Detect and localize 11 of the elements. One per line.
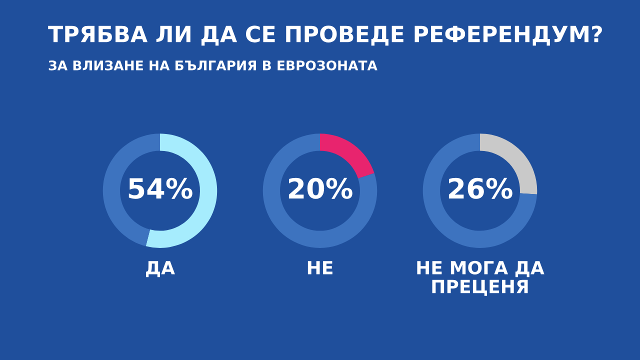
chart-subtitle: ЗА ВЛИЗАНЕ НА БЪЛГАРИЯ В ЕВРОЗОНАТА	[48, 60, 378, 70]
donut-slice	[262, 134, 378, 248]
donut-slice	[320, 134, 374, 178]
text: НЕ	[308, 261, 332, 274]
text: ТРЯБВА ЛИ ДА СЕ ПРОВЕДЕ РЕФЕРЕНДУМ?	[48, 26, 602, 46]
data-label: 54%	[128, 178, 192, 199]
data-label: 20%	[288, 178, 352, 199]
data-label: 26%	[448, 178, 512, 199]
donut-slice	[422, 134, 538, 248]
text: ДА	[146, 261, 175, 278]
text: НЕ МОГА ДА ПРЕЦЕНЯ	[417, 260, 544, 296]
